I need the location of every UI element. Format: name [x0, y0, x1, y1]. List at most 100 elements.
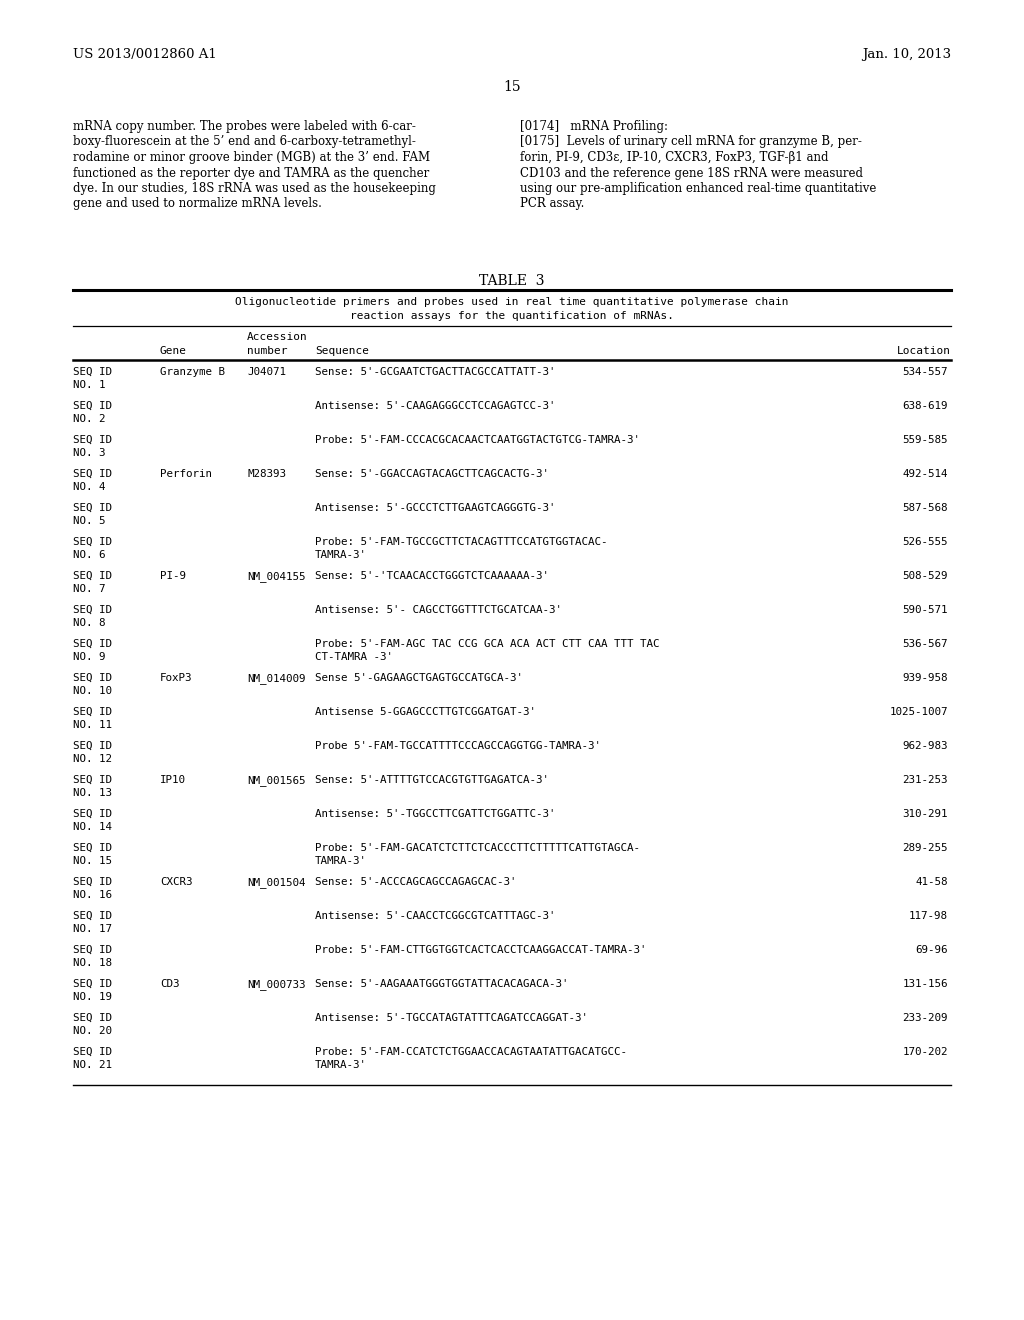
Text: SEQ ID: SEQ ID: [73, 979, 112, 989]
Text: CD103 and the reference gene 18S rRNA were measured: CD103 and the reference gene 18S rRNA we…: [520, 166, 863, 180]
Text: 41-58: 41-58: [915, 876, 948, 887]
Text: SEQ ID: SEQ ID: [73, 639, 112, 649]
Text: SEQ ID: SEQ ID: [73, 367, 112, 378]
Text: SEQ ID: SEQ ID: [73, 401, 112, 411]
Text: SEQ ID: SEQ ID: [73, 673, 112, 682]
Text: 508-529: 508-529: [902, 572, 948, 581]
Text: NO. 7: NO. 7: [73, 585, 105, 594]
Text: rodamine or minor groove binder (MGB) at the 3’ end. FAM: rodamine or minor groove binder (MGB) at…: [73, 150, 430, 164]
Text: TAMRA-3': TAMRA-3': [315, 550, 367, 561]
Text: TABLE  3: TABLE 3: [479, 275, 545, 288]
Text: Probe: 5'-FAM-CCATCTCTGGAACCACAGTAATATTGACATGCC-: Probe: 5'-FAM-CCATCTCTGGAACCACAGTAATATTG…: [315, 1047, 627, 1057]
Text: Probe: 5'-FAM-TGCCGCTTCTACAGTTTCCATGTGGTACAC-: Probe: 5'-FAM-TGCCGCTTCTACAGTTTCCATGTGGT…: [315, 537, 607, 546]
Text: 638-619: 638-619: [902, 401, 948, 411]
Text: Antisense 5-GGAGCCCTTGTCGGATGAT-3': Antisense 5-GGAGCCCTTGTCGGATGAT-3': [315, 708, 536, 717]
Text: Probe: 5'-FAM-CCCACGCACAACTCAATGGTACTGTCG-TAMRA-3': Probe: 5'-FAM-CCCACGCACAACTCAATGGTACTGTC…: [315, 436, 640, 445]
Text: 526-555: 526-555: [902, 537, 948, 546]
Text: NO. 18: NO. 18: [73, 958, 112, 969]
Text: Sense: 5'-GCGAATCTGACTTACGCCATTATT-3': Sense: 5'-GCGAATCTGACTTACGCCATTATT-3': [315, 367, 555, 378]
Text: SEQ ID: SEQ ID: [73, 436, 112, 445]
Text: Antisense: 5'- CAGCCTGGTTTCTGCATCAA-3': Antisense: 5'- CAGCCTGGTTTCTGCATCAA-3': [315, 605, 562, 615]
Text: SEQ ID: SEQ ID: [73, 843, 112, 853]
Text: SEQ ID: SEQ ID: [73, 708, 112, 717]
Text: dye. In our studies, 18S rRNA was used as the housekeeping: dye. In our studies, 18S rRNA was used a…: [73, 182, 436, 195]
Text: NO. 3: NO. 3: [73, 449, 105, 458]
Text: 69-96: 69-96: [915, 945, 948, 954]
Text: NO. 20: NO. 20: [73, 1027, 112, 1036]
Text: Antisense: 5'-CAACCTCGGCGTCATTTAGC-3': Antisense: 5'-CAACCTCGGCGTCATTTAGC-3': [315, 911, 555, 921]
Text: J04071: J04071: [247, 367, 286, 378]
Text: Sense: 5'-GGACCAGTACAGCTTCAGCACTG-3': Sense: 5'-GGACCAGTACAGCTTCAGCACTG-3': [315, 469, 549, 479]
Text: NO. 1: NO. 1: [73, 380, 105, 391]
Text: Sense: 5'-'TCAACACCTGGGTCTCAAAAAA-3': Sense: 5'-'TCAACACCTGGGTCTCAAAAAA-3': [315, 572, 549, 581]
Text: NO. 17: NO. 17: [73, 924, 112, 935]
Text: SEQ ID: SEQ ID: [73, 775, 112, 785]
Text: SEQ ID: SEQ ID: [73, 1047, 112, 1057]
Text: 15: 15: [503, 81, 521, 94]
Text: NO. 4: NO. 4: [73, 483, 105, 492]
Text: NM_000733: NM_000733: [247, 979, 305, 990]
Text: SEQ ID: SEQ ID: [73, 911, 112, 921]
Text: PI-9: PI-9: [160, 572, 186, 581]
Text: NO. 13: NO. 13: [73, 788, 112, 799]
Text: using our pre-amplification enhanced real-time quantitative: using our pre-amplification enhanced rea…: [520, 182, 877, 195]
Text: IP10: IP10: [160, 775, 186, 785]
Text: SEQ ID: SEQ ID: [73, 605, 112, 615]
Text: 310-291: 310-291: [902, 809, 948, 818]
Text: 536-567: 536-567: [902, 639, 948, 649]
Text: NO. 10: NO. 10: [73, 686, 112, 697]
Text: Perforin: Perforin: [160, 469, 212, 479]
Text: NO. 15: NO. 15: [73, 857, 112, 866]
Text: Sequence: Sequence: [315, 346, 369, 356]
Text: 131-156: 131-156: [902, 979, 948, 989]
Text: NO. 5: NO. 5: [73, 516, 105, 527]
Text: M28393: M28393: [247, 469, 286, 479]
Text: 587-568: 587-568: [902, 503, 948, 513]
Text: [0175]  Levels of urinary cell mRNA for granzyme B, per-: [0175] Levels of urinary cell mRNA for g…: [520, 136, 862, 149]
Text: Antisense: 5'-TGGCCTTCGATTCTGGATTC-3': Antisense: 5'-TGGCCTTCGATTCTGGATTC-3': [315, 809, 555, 818]
Text: 559-585: 559-585: [902, 436, 948, 445]
Text: Antisense: 5'-CAAGAGGGCCTCCAGAGTCC-3': Antisense: 5'-CAAGAGGGCCTCCAGAGTCC-3': [315, 401, 555, 411]
Text: gene and used to normalize mRNA levels.: gene and used to normalize mRNA levels.: [73, 198, 322, 210]
Text: boxy-fluorescein at the 5’ end and 6-carboxy-tetramethyl-: boxy-fluorescein at the 5’ end and 6-car…: [73, 136, 416, 149]
Text: SEQ ID: SEQ ID: [73, 537, 112, 546]
Text: 117-98: 117-98: [909, 911, 948, 921]
Text: Probe 5'-FAM-TGCCATTTTCCCAGCCAGGTGG-TAMRA-3': Probe 5'-FAM-TGCCATTTTCCCAGCCAGGTGG-TAMR…: [315, 741, 601, 751]
Text: 231-253: 231-253: [902, 775, 948, 785]
Text: NM_001504: NM_001504: [247, 876, 305, 888]
Text: NO. 21: NO. 21: [73, 1060, 112, 1071]
Text: Probe: 5'-FAM-GACATCTCTTCTCACCCTTCTTTTTCATTGTAGCA-: Probe: 5'-FAM-GACATCTCTTCTCACCCTTCTTTTTC…: [315, 843, 640, 853]
Text: 233-209: 233-209: [902, 1012, 948, 1023]
Text: NM_014009: NM_014009: [247, 673, 305, 684]
Text: NO. 19: NO. 19: [73, 993, 112, 1002]
Text: Antisense: 5'-TGCCATAGTATTTCAGATCCAGGAT-3': Antisense: 5'-TGCCATAGTATTTCAGATCCAGGAT-…: [315, 1012, 588, 1023]
Text: NO. 16: NO. 16: [73, 891, 112, 900]
Text: 939-958: 939-958: [902, 673, 948, 682]
Text: Gene: Gene: [160, 346, 187, 356]
Text: CT-TAMRA -3': CT-TAMRA -3': [315, 652, 393, 663]
Text: Sense: 5'-ATTTTGTCCACGTGTTGAGATCA-3': Sense: 5'-ATTTTGTCCACGTGTTGAGATCA-3': [315, 775, 549, 785]
Text: Accession: Accession: [247, 333, 308, 342]
Text: Jan. 10, 2013: Jan. 10, 2013: [862, 48, 951, 61]
Text: 1025-1007: 1025-1007: [890, 708, 948, 717]
Text: NO. 14: NO. 14: [73, 822, 112, 833]
Text: PCR assay.: PCR assay.: [520, 198, 585, 210]
Text: NO. 9: NO. 9: [73, 652, 105, 663]
Text: 289-255: 289-255: [902, 843, 948, 853]
Text: SEQ ID: SEQ ID: [73, 945, 112, 954]
Text: reaction assays for the quantification of mRNAs.: reaction assays for the quantification o…: [350, 312, 674, 321]
Text: mRNA copy number. The probes were labeled with 6-car-: mRNA copy number. The probes were labele…: [73, 120, 416, 133]
Text: Sense: 5'-AAGAAATGGGTGGTATTACACAGACA-3': Sense: 5'-AAGAAATGGGTGGTATTACACAGACA-3': [315, 979, 568, 989]
Text: CXCR3: CXCR3: [160, 876, 193, 887]
Text: SEQ ID: SEQ ID: [73, 503, 112, 513]
Text: [0174]   mRNA Profiling:: [0174] mRNA Profiling:: [520, 120, 668, 133]
Text: NM_001565: NM_001565: [247, 775, 305, 785]
Text: NO. 12: NO. 12: [73, 755, 112, 764]
Text: SEQ ID: SEQ ID: [73, 469, 112, 479]
Text: CD3: CD3: [160, 979, 179, 989]
Text: Probe: 5'-FAM-CTTGGTGGTCACTCACCTCAAGGACCAT-TAMRA-3': Probe: 5'-FAM-CTTGGTGGTCACTCACCTCAAGGACC…: [315, 945, 646, 954]
Text: US 2013/0012860 A1: US 2013/0012860 A1: [73, 48, 217, 61]
Text: Probe: 5'-FAM-AGC TAC CCG GCA ACA ACT CTT CAA TTT TAC: Probe: 5'-FAM-AGC TAC CCG GCA ACA ACT CT…: [315, 639, 659, 649]
Text: Oligonucleotide primers and probes used in real time quantitative polymerase cha: Oligonucleotide primers and probes used …: [236, 297, 788, 308]
Text: TAMRA-3': TAMRA-3': [315, 857, 367, 866]
